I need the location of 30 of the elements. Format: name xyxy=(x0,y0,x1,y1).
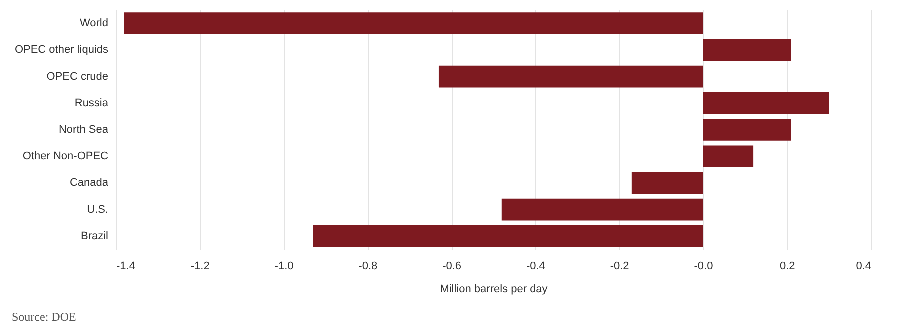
x-tick-label: 0.4 xyxy=(856,260,872,272)
x-tick-label: -1.4 xyxy=(116,260,136,272)
bar xyxy=(703,119,792,141)
y-tick-label: OPEC crude xyxy=(46,70,108,83)
x-tick-label: -1.2 xyxy=(190,260,210,272)
bar xyxy=(703,146,754,168)
y-tick-label: World xyxy=(80,18,108,30)
bar xyxy=(438,66,704,88)
y-tick-label: Russia xyxy=(74,97,110,110)
x-axis-title: Million barrels per day xyxy=(440,284,548,296)
y-tick-label: North Sea xyxy=(58,124,110,136)
y-tick-label: U.S. xyxy=(87,204,108,216)
x-tick-label: -0.4 xyxy=(526,260,546,272)
x-tick-label: -0.8 xyxy=(358,260,378,272)
y-tick-label: Other Non-OPEC xyxy=(22,150,109,163)
x-tick-label: -0.2 xyxy=(610,260,630,272)
bar xyxy=(313,226,704,248)
source-note: Source: DOE xyxy=(12,310,78,324)
x-tick-label: -0.6 xyxy=(442,260,462,272)
bar xyxy=(124,12,704,34)
y-tick-label: Brazil xyxy=(80,230,108,242)
bar xyxy=(502,198,704,221)
bar xyxy=(703,39,792,62)
x-tick-label: 0.2 xyxy=(780,260,796,272)
x-tick-label: -1.0 xyxy=(274,260,294,272)
x-tick-label: -0.0 xyxy=(694,260,714,272)
bar xyxy=(632,172,704,194)
y-tick-label: Canada xyxy=(70,177,110,190)
y-tick-label: OPEC other liquids xyxy=(14,44,109,56)
bar xyxy=(703,92,830,114)
